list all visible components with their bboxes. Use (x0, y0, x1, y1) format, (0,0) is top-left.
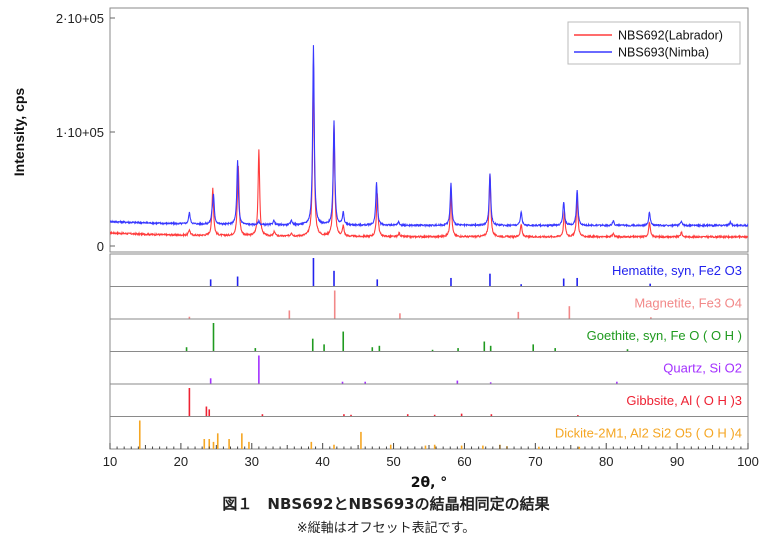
x-tick-label: 70 (528, 454, 542, 469)
y-tick-label: 0 (97, 239, 104, 254)
xrd-chart: 0 1·10+05 2·10+05 Intensity, cps NBS692(Labr… (11, 7, 759, 490)
y-axis-label: Intensity, cps (11, 88, 27, 177)
x-axis-label: 2θ, ° (411, 475, 448, 490)
legend-box (567, 21, 741, 65)
legend-entry: NBS692(Labrador) (618, 29, 723, 43)
figure-note: ※縦軸はオフセット表記です。 (296, 521, 476, 536)
x-tick-label: 10 (103, 454, 117, 469)
main-panel-frame (109, 7, 749, 253)
legend-entry: NBS693(Nimba) (618, 46, 709, 60)
y-tick-label: 1·10+05 (56, 125, 104, 140)
x-tick-label: 80 (599, 454, 613, 469)
phase-label: Gibbsite, Al ( O H )3 (626, 393, 742, 408)
x-tick-label: 20 (174, 454, 188, 469)
phase-label: Hematite, syn, Fe2 O3 (612, 263, 742, 278)
y-tick-label: 2·10+05 (56, 11, 104, 26)
x-tick-label: 90 (670, 454, 684, 469)
series-line-1 (110, 63, 748, 240)
phase-label: Magnetite, Fe3 O4 (634, 296, 742, 311)
phase-strip-frame (109, 383, 749, 417)
phase-strip-frame (109, 318, 749, 352)
phase-strip-frame (109, 416, 749, 450)
x-tick-label: 50 (386, 454, 400, 469)
phase-strip-frame (109, 253, 749, 287)
phase-label: Dickite-2M1, Al2 Si2 O5 ( O H )4 (555, 426, 742, 441)
x-tick-label: 100 (737, 454, 759, 469)
phase-strip-frame (109, 351, 749, 385)
phase-label: Quartz, Si O2 (663, 361, 742, 376)
x-tick-label: 30 (245, 454, 259, 469)
phase-label: Goethite, syn, Fe O ( O H ) (587, 328, 742, 343)
x-tick-label: 40 (315, 454, 329, 469)
x-tick-label: 60 (457, 454, 471, 469)
series-line-2 (110, 45, 748, 229)
figure-caption: 図１ NBS692とNBS693の結晶相同定の結果 (222, 495, 550, 513)
